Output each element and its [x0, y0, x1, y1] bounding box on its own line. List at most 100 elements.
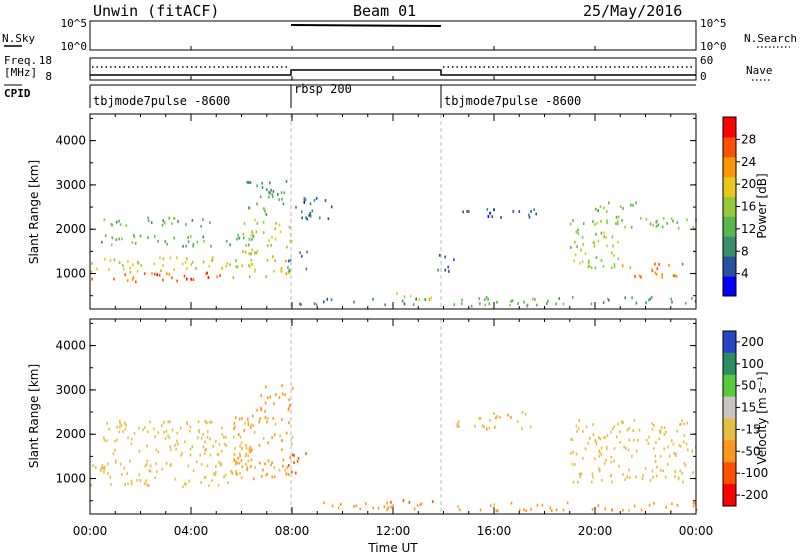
power-cell-3 — [251, 237, 253, 241]
velocity-cell-9 — [685, 442, 688, 446]
velocity-cell-2 — [266, 420, 268, 424]
velocity-cell-9 — [638, 428, 641, 432]
power-cell-2 — [202, 218, 204, 221]
velocity-cell-9 — [599, 437, 602, 441]
power-cell-14 — [580, 248, 582, 252]
power-cell-5 — [251, 233, 254, 236]
velocity-cell-10 — [692, 501, 695, 505]
velocity-cell-2 — [239, 435, 242, 439]
power-cell-6 — [282, 202, 285, 206]
velocity-cell-0 — [195, 460, 198, 464]
power-cell-4 — [236, 265, 239, 269]
power-cell-4 — [285, 272, 288, 276]
power-cell-2 — [168, 216, 171, 220]
velocity-cell-0 — [110, 483, 112, 486]
velocity-cell-7 — [495, 509, 498, 513]
velocity-cell-0 — [90, 483, 93, 487]
power-cell-14 — [611, 235, 614, 239]
velocity-cell-0 — [100, 469, 102, 472]
velocity-cell-9 — [591, 480, 593, 484]
power-cell-13 — [479, 302, 481, 306]
velocity-cell-0 — [240, 476, 243, 480]
power-cell-3 — [238, 236, 241, 240]
velocity-cell-9 — [585, 425, 588, 429]
power-cell-1 — [225, 264, 227, 268]
power-cell-6 — [256, 184, 258, 188]
power-cell-2 — [171, 222, 173, 225]
power-cell-0 — [232, 276, 235, 280]
velocity-cell-5 — [419, 503, 422, 507]
velocity-ytick-label: 2000 — [55, 427, 86, 441]
velocity-cell-9 — [628, 476, 631, 479]
power-colorbar-tick: 4 — [741, 267, 749, 281]
velocity-cell-9 — [659, 430, 662, 433]
velocity-colorbar-segment — [723, 484, 736, 507]
power-cell-7 — [295, 205, 297, 209]
velocity-cell-0 — [146, 483, 148, 487]
power-cell-1 — [118, 261, 121, 264]
velocity-cell-10 — [695, 508, 698, 512]
velocity-cell-2 — [258, 420, 261, 424]
power-cell-14 — [594, 266, 597, 270]
power-cell-14 — [606, 219, 608, 223]
velocity-cell-1 — [163, 430, 165, 434]
velocity-y-ticks: 1000 2000 3000 4000 — [55, 322, 696, 502]
velocity-cell-2 — [264, 462, 266, 466]
power-cell-8 — [287, 259, 290, 263]
velocity-cell-2 — [259, 461, 261, 465]
velocity-cell-3 — [269, 395, 271, 399]
power-cell-4 — [273, 269, 275, 273]
velocity-cell-0 — [174, 477, 177, 481]
velocity-cell-2 — [281, 448, 283, 452]
velocity-cell-1 — [164, 437, 167, 440]
velocity-cell-1 — [142, 428, 144, 432]
velocity-cell-9 — [635, 449, 638, 453]
velocity-colorbar-segment — [723, 440, 736, 463]
power-cell-14 — [582, 222, 585, 225]
velocity-cell-1 — [245, 444, 247, 447]
velocity-cell-1 — [196, 436, 199, 440]
velocity-cell-2 — [273, 475, 276, 479]
power-cell-2 — [191, 219, 194, 222]
velocity-cell-9 — [680, 422, 682, 426]
power-cell-16 — [652, 223, 654, 227]
power-cell-14 — [581, 260, 584, 263]
velocity-cell-1 — [205, 448, 208, 451]
velocity-colorbar: 200 100 50 15 -15 -50 -100 -200 Velocity [m s⁻¹… — [722, 330, 769, 507]
velocity-cell-9 — [644, 467, 647, 470]
velocity-cell-1 — [198, 429, 200, 432]
velocity-cell-2 — [239, 454, 241, 458]
velocity-cell-0 — [239, 471, 241, 475]
power-cell-14 — [576, 245, 578, 249]
power-cell-10 — [313, 302, 316, 305]
power-cell-17 — [603, 206, 605, 210]
power-colorbar-label: Power [dB] — [755, 173, 769, 238]
velocity-cell-8 — [493, 412, 495, 415]
power-cell-17 — [599, 205, 602, 209]
velocity-cell-9 — [579, 472, 581, 476]
velocity-cell-9 — [653, 447, 655, 450]
power-cell-6 — [281, 197, 283, 201]
power-cell-13 — [635, 301, 638, 305]
power-cell-0 — [153, 272, 156, 276]
velocity-cell-1 — [209, 437, 211, 441]
power-cell-2 — [125, 224, 128, 227]
power-cell-5 — [270, 243, 272, 247]
power-cell-14 — [603, 235, 605, 238]
power-cell-16 — [676, 221, 679, 224]
velocity-cell-9 — [579, 475, 581, 479]
power-cell-1 — [235, 265, 237, 269]
power-cell-2 — [118, 219, 120, 223]
velocity-cell-1 — [189, 448, 192, 451]
velocity-cell-1 — [208, 420, 211, 424]
power-cell-13 — [496, 300, 498, 304]
power-cell-2 — [147, 219, 150, 223]
velocity-cell-8 — [529, 425, 532, 429]
velocity-cell-0 — [121, 473, 123, 476]
power-cell-7 — [330, 205, 333, 209]
velocity-cell-8 — [495, 416, 497, 420]
velocity-colorbar-tick: 100 — [741, 357, 764, 371]
velocity-cell-5 — [340, 502, 342, 506]
velocity-cell-9 — [584, 447, 587, 451]
velocity-cell-2 — [261, 475, 263, 478]
